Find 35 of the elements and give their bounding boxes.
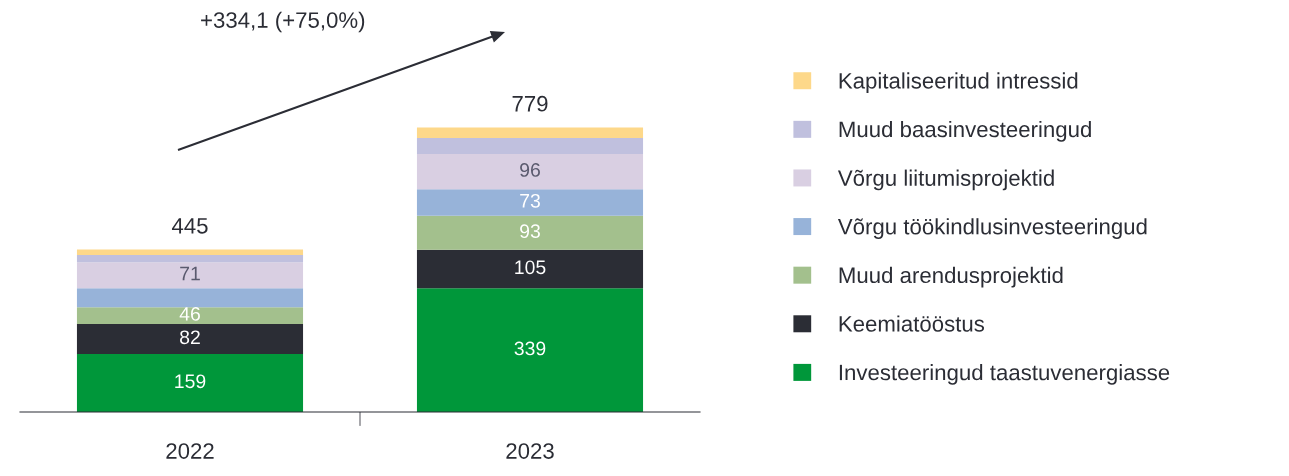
bar bbox=[416, 189, 644, 216]
total-label: 779 bbox=[512, 95, 548, 112]
x-tick-label: 2022 bbox=[166, 443, 214, 459]
bar bbox=[76, 249, 304, 255]
data-label: 105 bbox=[515, 260, 546, 275]
data-label: 73 bbox=[520, 193, 540, 208]
bar bbox=[416, 215, 644, 250]
data-label: 46 bbox=[179, 307, 200, 321]
bar bbox=[76, 262, 304, 289]
x-tick-label: 2023 bbox=[506, 443, 554, 459]
bar bbox=[416, 127, 644, 138]
bar bbox=[416, 137, 644, 155]
legend-label: Kapitaliseeritud intressid bbox=[839, 72, 1078, 94]
text: +334,1 (+75,0%) bbox=[201, 11, 365, 33]
bar bbox=[76, 323, 304, 354]
legend-label: Muud baasinvesteeringud bbox=[839, 120, 1091, 142]
data-label: 159 bbox=[175, 374, 206, 389]
total-label: 445 bbox=[171, 218, 208, 234]
bar bbox=[76, 307, 304, 324]
legend-label: Keemiatööstus bbox=[839, 315, 985, 332]
legend-label: Võrgu liitumisprojektid bbox=[837, 169, 1054, 191]
bar bbox=[76, 254, 304, 263]
bar bbox=[76, 288, 304, 308]
legend-label: Muud arendusprojektid bbox=[839, 266, 1063, 288]
data-label: 82 bbox=[180, 330, 200, 345]
legend-label: Võrgu töökindlusinvesteeringud bbox=[837, 218, 1147, 239]
data-label: 339 bbox=[514, 341, 546, 356]
data-label: 71 bbox=[180, 266, 200, 281]
bar bbox=[76, 353, 304, 412]
legend-label: Investeeringud taastuvenergiasse bbox=[839, 364, 1170, 385]
bar bbox=[416, 288, 644, 412]
data-label: 93 bbox=[520, 224, 540, 239]
bar bbox=[416, 154, 644, 190]
data-label: 96 bbox=[520, 163, 540, 177]
bar bbox=[416, 249, 644, 289]
